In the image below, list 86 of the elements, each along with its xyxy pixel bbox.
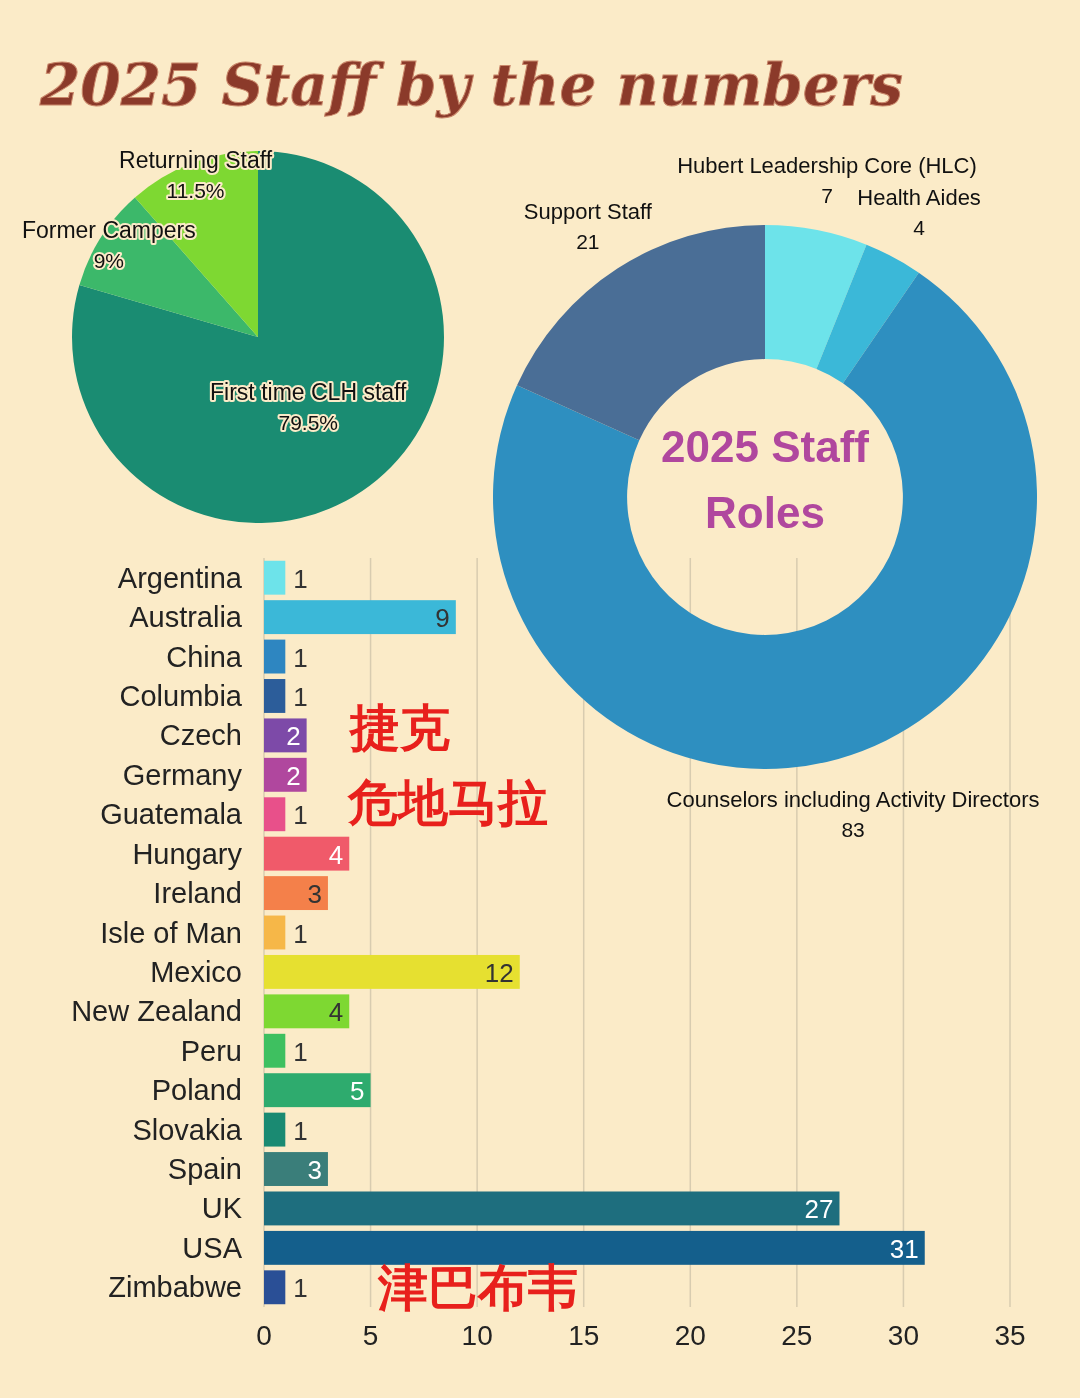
y-tick-label: Australia [129, 601, 243, 634]
y-tick-label: USA [182, 1231, 243, 1264]
slice-label: Former Campers [21, 217, 196, 244]
annotation: 捷克 [348, 700, 450, 756]
bar [264, 1270, 286, 1305]
data-label: 83 [841, 818, 865, 842]
y-tick-label: Mexico [150, 955, 242, 988]
x-tick-label: 15 [568, 1320, 600, 1351]
bar [264, 1073, 371, 1108]
data-label: 1 [293, 1115, 308, 1146]
bar [264, 1152, 328, 1186]
bar [264, 560, 286, 595]
data-label: 7 [821, 183, 833, 207]
donut-slice [816, 244, 919, 384]
x-tick-label: 35 [994, 1320, 1026, 1351]
donut-slice [765, 225, 867, 370]
data-label: 1 [293, 918, 308, 949]
slice-label: Hubert Leadership Core (HLC) [677, 152, 977, 178]
y-tick-label: Columbia [119, 679, 243, 712]
y-tick-label: Poland [151, 1074, 242, 1107]
data-label: 2 [286, 721, 301, 752]
data-label: 3 [307, 879, 322, 910]
data-label: 1 [293, 681, 308, 712]
text: 2025 Staff Roles [661, 422, 870, 537]
bar [264, 639, 286, 674]
x-tick-label: 25 [781, 1320, 813, 1351]
bar [264, 836, 350, 871]
data-label: 9 [435, 603, 450, 634]
data-label: 27 [804, 1194, 834, 1225]
annotation: 危地马拉 [347, 775, 548, 831]
y-tick-label: Isle of Man [100, 916, 242, 949]
data-label: 1 [293, 1273, 308, 1304]
y-tick-label: New Zealand [71, 995, 242, 1028]
bar [264, 954, 520, 989]
data-label: 1 [293, 642, 308, 673]
y-tick-label: Hungary [132, 837, 243, 870]
bar [264, 600, 456, 635]
y-tick-label: Zimbabwe [108, 1271, 242, 1304]
x-tick-label: 10 [461, 1320, 493, 1351]
x-tick-label: 30 [887, 1320, 920, 1351]
data-label: 31 [889, 1233, 919, 1264]
slice-label: Counselors including Activity Directors [666, 787, 1040, 813]
y-tick-label: Spain [167, 1153, 242, 1186]
slice-label: First time CLH staff [210, 378, 408, 405]
bar [264, 679, 286, 713]
data-label: 3 [307, 1155, 322, 1186]
data-label: 79.5% [278, 410, 339, 434]
y-tick-label: Argentina [117, 561, 243, 594]
donut-slice [493, 272, 1037, 769]
data-label: 2 [286, 760, 301, 791]
data-label: 1 [293, 1036, 308, 1067]
bar [264, 1112, 286, 1147]
bar [264, 1191, 840, 1226]
bar [264, 1230, 925, 1265]
data-label: 1 [293, 800, 308, 831]
bar [264, 915, 286, 950]
bar [264, 797, 286, 832]
data-label: 21 [576, 229, 600, 253]
y-tick-label: Guatemala [100, 798, 243, 831]
data-label: 12 [484, 957, 514, 988]
annotation: 津巴布韦 [377, 1260, 578, 1316]
data-label: 4 [328, 997, 344, 1028]
y-tick-label: Czech [159, 719, 242, 752]
bar [264, 876, 328, 911]
data-label: 9% [93, 249, 124, 273]
y-tick-label: China [166, 640, 243, 673]
bar [264, 718, 307, 753]
bar [264, 994, 350, 1029]
data-label: 1 [293, 563, 308, 594]
chart-title: 2025 Staff by the numbers [39, 51, 903, 119]
y-tick-label: UK [201, 1192, 243, 1225]
y-tick-label: Peru [180, 1034, 242, 1067]
y-tick-label: Germany [122, 758, 243, 791]
x-tick-label: 0 [256, 1320, 272, 1351]
y-tick-label: Slovakia [132, 1113, 243, 1146]
data-label: 4 [913, 216, 926, 240]
data-label: 5 [350, 1076, 365, 1107]
bar [264, 1033, 286, 1068]
slice-label: Health Aides [857, 185, 981, 211]
y-tick-label: Ireland [153, 877, 242, 910]
data-label: 11.5% [166, 178, 225, 202]
x-tick-label: 20 [674, 1320, 706, 1351]
slice-label: Support Staff [523, 198, 653, 224]
bar [264, 757, 307, 792]
x-tick-label: 5 [362, 1320, 379, 1351]
data-label: 4 [328, 839, 344, 870]
